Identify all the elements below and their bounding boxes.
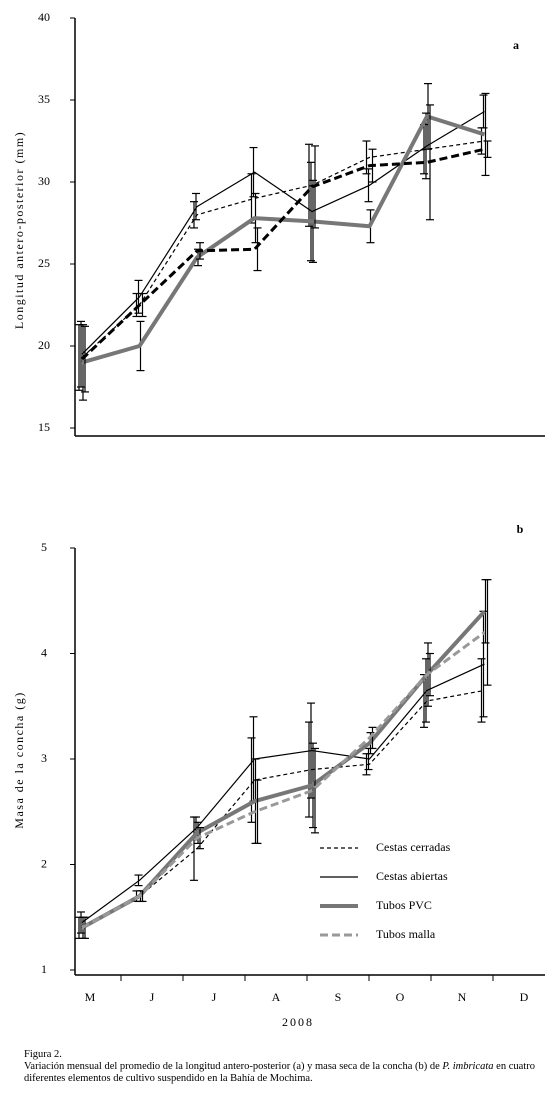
series-line — [81, 110, 485, 355]
y-axis-label: Longitud antero-posterior (mm) — [12, 131, 26, 329]
error-bar — [77, 320, 85, 388]
panel-label: b — [517, 522, 524, 536]
y-tick-label: 1 — [41, 962, 47, 976]
error-bar — [247, 737, 256, 823]
error-bar — [422, 658, 430, 723]
series-line — [81, 631, 486, 930]
y-tick-label: 20 — [38, 338, 50, 352]
legend-label: Tubos PVC — [376, 898, 432, 912]
y-tick-label: 30 — [38, 174, 50, 188]
y-tick-label: 3 — [41, 751, 47, 765]
y-tick-label: 25 — [38, 256, 50, 270]
x-tick-label: S — [335, 990, 342, 1004]
error-bar — [368, 726, 377, 750]
error-bar — [305, 143, 313, 227]
error-bar — [77, 911, 85, 934]
x-tick-label: M — [85, 990, 96, 1004]
error-bar — [75, 916, 83, 939]
error-bar — [247, 173, 256, 224]
error-bar — [81, 325, 89, 393]
x-tick-label: O — [396, 990, 405, 1004]
y-tick-label: 40 — [38, 10, 50, 24]
x-tick-label: J — [150, 990, 155, 1004]
error-bar — [253, 779, 262, 845]
x-tick-label: J — [212, 990, 217, 1004]
x-tick-label: N — [458, 990, 467, 1004]
legend-label: Tubos malla — [376, 927, 436, 941]
panel-label: a — [513, 38, 519, 52]
caption-label: Figura 2. — [24, 1049, 62, 1060]
y-tick-label: 35 — [38, 92, 50, 106]
error-bar — [311, 747, 319, 834]
series-line — [80, 147, 485, 361]
error-bar — [192, 192, 200, 221]
y-tick-label: 15 — [38, 420, 50, 434]
caption: Figura 2. Variación mensual del promedio… — [24, 1049, 544, 1085]
series-line — [81, 663, 485, 924]
error-bar — [138, 292, 147, 318]
x-tick-label: D — [520, 990, 529, 1004]
caption-species: P. imbricata — [442, 1061, 494, 1072]
error-bar — [253, 227, 262, 272]
y-tick-label: 2 — [41, 856, 47, 870]
y-axis-label: Masa de la concha (g) — [12, 691, 26, 828]
error-bar — [483, 579, 492, 686]
caption-text: en cuatro diferentes elementos de cultiv… — [24, 1061, 535, 1084]
error-bar — [483, 140, 492, 158]
caption-text: Variación mensual del promedio de la lon… — [24, 1061, 443, 1072]
error-bar — [481, 92, 490, 177]
legend-label: Cestas cerradas — [376, 840, 451, 854]
error-bar — [426, 652, 434, 697]
error-bar — [305, 721, 313, 818]
error-bar — [190, 201, 198, 229]
legend-label: Cestas abiertas — [376, 869, 448, 883]
x-axis-label: 2008 — [282, 1015, 314, 1029]
y-tick-label: 4 — [41, 645, 47, 659]
y-tick-label: 5 — [41, 540, 47, 554]
x-tick-label: A — [272, 990, 281, 1004]
